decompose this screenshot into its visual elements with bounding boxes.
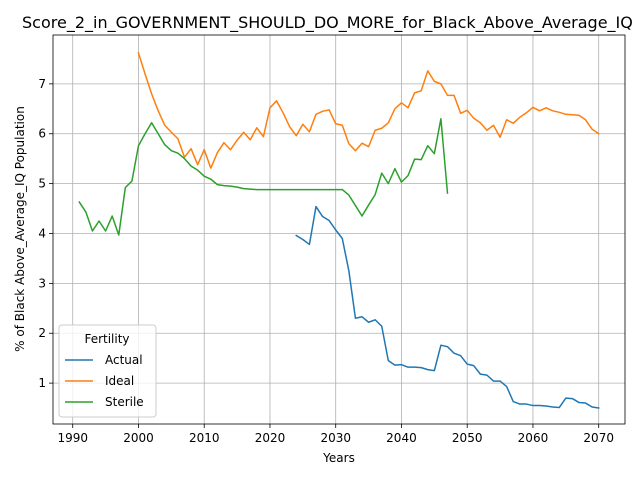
x-axis-ticks: 1990 2000 2010 2020 2030 2040 2050 2060 2070 [57,424,614,445]
y-tick-label: 6 [38,127,46,141]
y-axis-ticks: 1 2 3 4 5 6 7 [38,77,53,390]
x-tick-label: 2070 [583,431,614,445]
series-layer [78,52,600,409]
y-tick-label: 1 [38,376,46,390]
x-tick-label: 1990 [57,431,88,445]
grid-lines [53,35,625,424]
y-tick-label: 2 [38,326,46,340]
plot-area-frame [52,34,626,425]
x-tick-label: 2050 [452,431,483,445]
legend-items: Actual Ideal Sterile [65,353,144,409]
x-tick-label: 2020 [255,431,286,445]
legend-box [58,324,157,418]
x-tick-label: 2030 [320,431,351,445]
series-line-sterile [78,118,449,236]
legend-label-actual: Actual [105,353,143,367]
x-tick-label: 2040 [386,431,417,445]
x-axis-label: Years [322,451,355,465]
y-tick-label: 3 [38,276,46,290]
chart-title: Score_2_in_GOVERNMENT_SHOULD_DO_MORE_for… [22,13,633,33]
y-tick-label: 4 [38,226,46,240]
y-tick-label: 5 [38,177,46,191]
legend-label-ideal: Ideal [105,374,134,388]
y-tick-label: 7 [38,77,46,91]
legend: Fertility Actual Ideal Sterile [58,324,157,418]
x-tick-label: 2060 [518,431,549,445]
series-line-actual [295,205,600,409]
legend-title: Fertility [84,332,129,346]
x-tick-label: 2010 [189,431,220,445]
y-axis-label: % of Black Above_Average_IQ Population [13,106,27,352]
series-line-ideal [137,52,600,169]
legend-label-sterile: Sterile [105,395,144,409]
x-tick-label: 2000 [123,431,154,445]
